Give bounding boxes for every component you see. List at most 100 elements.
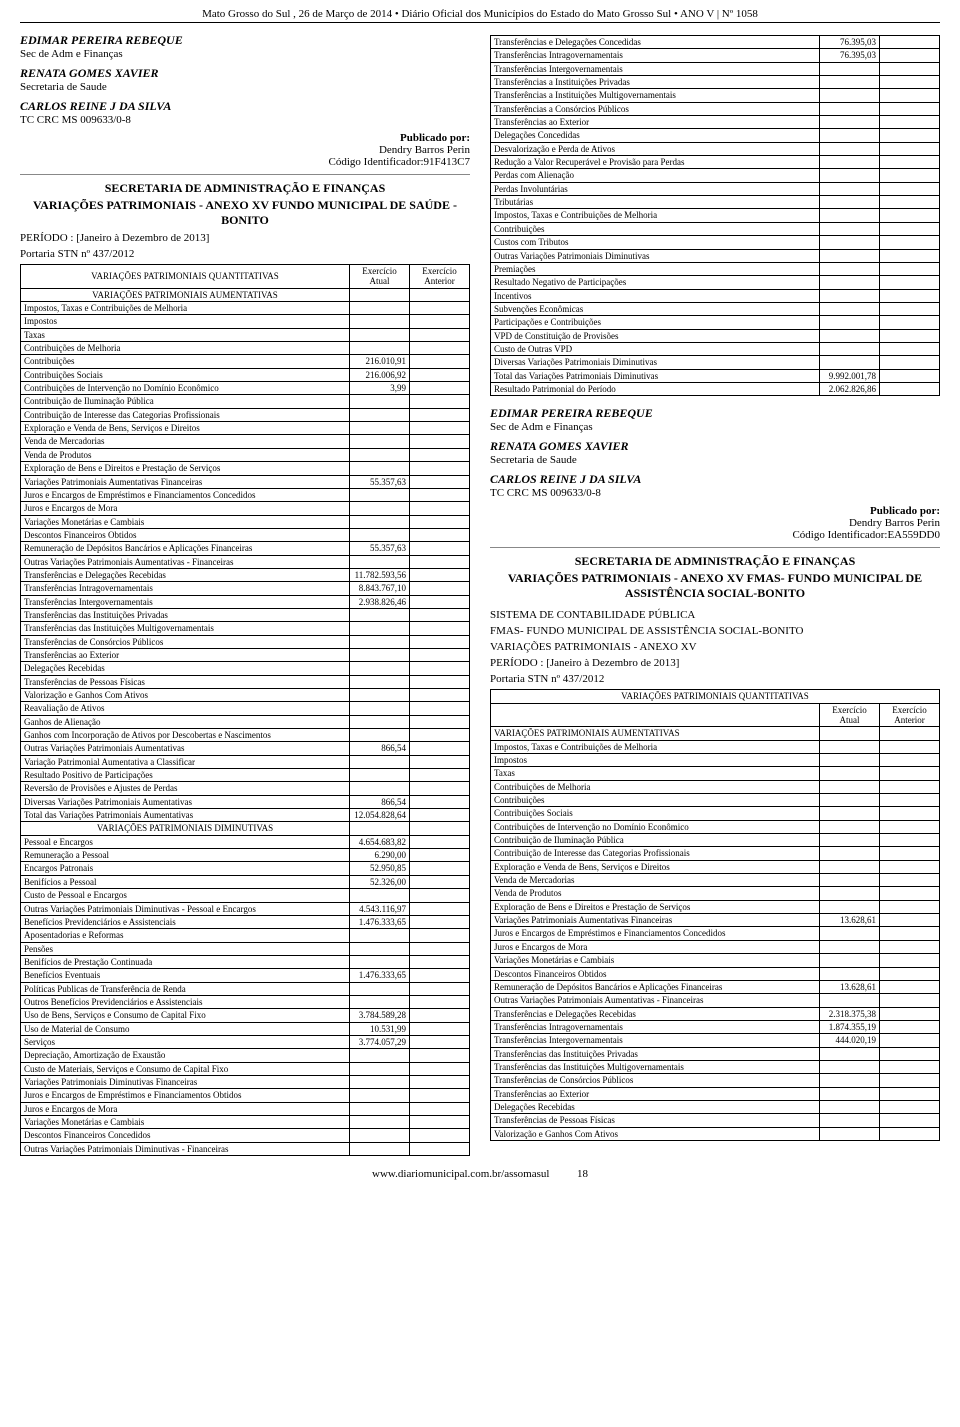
row-value-atual — [350, 662, 410, 675]
row-label: Perdas Involuntárias — [491, 182, 820, 195]
row-value-anterior — [410, 982, 470, 995]
row-label: Exploração e Venda de Bens, Serviços e D… — [491, 860, 820, 873]
row-value-atual — [820, 780, 880, 793]
table-row: Juros e Encargos de Mora — [491, 940, 940, 953]
row-label: Outras Variações Patrimoniais Diminutiva… — [491, 249, 820, 262]
row-label: Exploração de Bens e Direitos e Prestaçã… — [491, 900, 820, 913]
table-row: Diversas Variações Patrimoniais Diminuti… — [491, 356, 940, 369]
row-value-anterior — [880, 1060, 940, 1073]
row-label: Impostos, Taxas e Contribuições de Melho… — [21, 302, 350, 315]
footer-url: www.diariomunicipal.com.br/assomasul — [372, 1168, 549, 1180]
table-row: Outras Variações Patrimoniais Diminutiva… — [21, 1142, 470, 1155]
row-value-anterior — [410, 702, 470, 715]
table-row: Taxas — [21, 328, 470, 341]
table-row: Custo de Materiais, Serviços e Consumo d… — [21, 1062, 470, 1075]
row-label: Juros e Encargos de Empréstimos e Financ… — [21, 488, 350, 501]
row-value-atual — [350, 448, 410, 461]
row-label: Contribuições — [491, 794, 820, 807]
table-row: Delegações Concedidas — [491, 129, 940, 142]
table-row: Desvalorização e Perda de Ativos — [491, 142, 940, 155]
row-label: Outros Benefícios Previdenciários e Assi… — [21, 995, 350, 1008]
row-value-atual — [820, 1047, 880, 1060]
row-value-atual: 10.531,99 — [350, 1022, 410, 1035]
row-value-atual — [820, 740, 880, 753]
row-value-atual — [820, 927, 880, 940]
table-row: Premiações — [491, 262, 940, 275]
row-value-atual — [820, 169, 880, 182]
row-value-anterior — [880, 1074, 940, 1087]
table-row: VPD de Constituição de Provisões — [491, 329, 940, 342]
table-row: Variações Monetárias e Cambiais — [491, 954, 940, 967]
table-row: Taxas — [491, 767, 940, 780]
table-row: Transferências Intergovernamentais2.938.… — [21, 595, 470, 608]
row-value-anterior — [410, 515, 470, 528]
table-row: Serviços3.774.057,29 — [21, 1035, 470, 1048]
row-label: Venda de Mercadorias — [21, 435, 350, 448]
row-label: Resultado Positivo de Participações — [21, 769, 350, 782]
row-value-anterior — [410, 862, 470, 875]
table-row: Uso de Bens, Serviços e Consumo de Capit… — [21, 1009, 470, 1022]
table-row: Remuneração a Pessoal6.290,00 — [21, 849, 470, 862]
row-label: Transferências a Instituições Multigover… — [491, 89, 820, 102]
row-value-anterior — [880, 767, 940, 780]
row-value-atual — [350, 502, 410, 515]
row-label: Redução a Valor Recuperável e Provisão p… — [491, 156, 820, 169]
row-label: Benifícios de Prestação Continuada — [21, 955, 350, 968]
row-label: Juros e Encargos de Mora — [21, 1102, 350, 1115]
r-signatory-3-role: TC CRC MS 009633/0-8 — [490, 487, 940, 499]
row-value-anterior — [410, 1062, 470, 1075]
row-value-atual — [350, 302, 410, 315]
row-label: Resultado Negativo de Participações — [491, 276, 820, 289]
table-row: Políticas Publicas de Transferência de R… — [21, 982, 470, 995]
row-label: Transferências das Instituições Privadas — [491, 1047, 820, 1060]
row-label: Incentivos — [491, 289, 820, 302]
row-value-anterior — [410, 769, 470, 782]
row-value-anterior — [880, 329, 940, 342]
row-label: Variações Patrimoniais Aumentativas Fina… — [491, 914, 820, 927]
row-value-atual — [820, 1060, 880, 1073]
row-value-atual: 13.628,61 — [820, 980, 880, 993]
row-label: Serviços — [21, 1035, 350, 1048]
row-label: Outras Variações Patrimoniais Diminutiva… — [21, 902, 350, 915]
section-title-2: VARIAÇÕES PATRIMONIAIS - ANEXO XV FUNDO … — [20, 198, 470, 228]
r-portaria-label: Portaria STN nº 437/2012 — [490, 673, 940, 685]
row-value-atual — [350, 755, 410, 768]
table-row: Transferências e Delegações Concedidas76… — [491, 36, 940, 49]
table-row: Valorização e Ganhos Com Ativos — [21, 689, 470, 702]
row-value-anterior — [410, 915, 470, 928]
table-row: Transferências de Consórcios Públicos — [491, 1074, 940, 1087]
row-value-atual — [350, 1116, 410, 1129]
row-label: Transferências Intergovernamentais — [491, 62, 820, 75]
divider — [20, 174, 470, 175]
row-label: Delegações Recebidas — [491, 1100, 820, 1113]
row-value-atual — [820, 129, 880, 142]
row-label: Venda de Produtos — [491, 887, 820, 900]
row-label: Impostos — [21, 315, 350, 328]
table-row: Transferências de Consórcios Públicos — [21, 635, 470, 648]
table-row: Contribuições216.010,91 — [21, 355, 470, 368]
table-row: Total das Variações Patrimoniais Diminut… — [491, 369, 940, 382]
row-value-anterior — [880, 342, 940, 355]
row-value-atual — [820, 196, 880, 209]
table-row: Aposentadorias e Reformas — [21, 929, 470, 942]
row-value-anterior — [880, 142, 940, 155]
table-row: Transferências Intragovernamentais76.395… — [491, 49, 940, 62]
row-value-anterior — [410, 328, 470, 341]
table-row: Venda de Produtos — [491, 887, 940, 900]
row-value-anterior — [880, 927, 940, 940]
row-label: Remuneração de Depósitos Bancários e Apl… — [21, 542, 350, 555]
row-value-anterior — [410, 648, 470, 661]
row-value-anterior — [410, 395, 470, 408]
section-aumentativas: VARIAÇÕES PATRIMONIAIS AUMENTATIVAS — [21, 288, 350, 301]
row-value-atual — [820, 76, 880, 89]
row-label: Contribuição de Interesse das Categorias… — [21, 408, 350, 421]
row-value-atual: 2.062.826,86 — [820, 382, 880, 395]
row-value-anterior — [880, 807, 940, 820]
row-value-anterior — [410, 608, 470, 621]
row-value-atual — [820, 102, 880, 115]
row-label: Venda de Mercadorias — [491, 874, 820, 887]
row-value-anterior — [880, 967, 940, 980]
row-value-atual: 76.395,03 — [820, 36, 880, 49]
row-label: Taxas — [491, 767, 820, 780]
row-value-anterior — [410, 475, 470, 488]
